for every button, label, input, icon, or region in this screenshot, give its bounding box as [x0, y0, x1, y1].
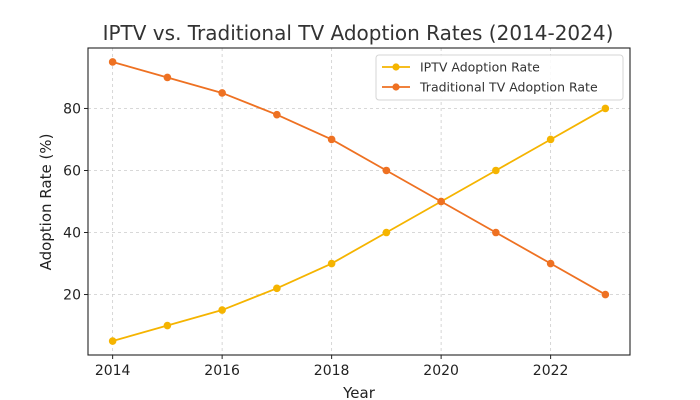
x-tick-label: 2014	[95, 363, 131, 379]
x-tick-label: 2022	[533, 363, 569, 379]
y-tick-label: 80	[63, 101, 81, 117]
data-point	[382, 228, 391, 237]
series-line	[112, 107, 606, 342]
data-point	[327, 135, 336, 144]
y-tick-label: 40	[63, 226, 81, 242]
data-point	[601, 104, 610, 113]
y-axis-label: Adoption Rate (%)	[37, 134, 55, 271]
data-point	[546, 259, 555, 268]
x-tick-label: 2018	[314, 363, 350, 379]
data-point	[546, 135, 555, 144]
legend-label: Traditional TV Adoption Rate	[419, 80, 598, 95]
x-tick-label: 2016	[204, 363, 240, 379]
y-tick-label: 20	[63, 288, 81, 304]
data-point	[218, 306, 226, 314]
data-point	[218, 89, 226, 97]
data-point	[601, 290, 610, 299]
data-point	[492, 228, 500, 237]
y-tick-label: 60	[63, 163, 81, 179]
legend-box	[375, 54, 624, 101]
x-tick-label: 2020	[423, 363, 459, 379]
series-layer	[108, 58, 610, 345]
data-point	[492, 166, 500, 175]
legend-swatch-marker	[392, 63, 400, 71]
data-point	[327, 259, 336, 268]
series-line	[112, 61, 606, 296]
data-point	[273, 284, 281, 293]
plot-frame	[87, 47, 631, 356]
series-traditional-tv	[108, 58, 610, 299]
data-point	[108, 337, 117, 345]
data-point	[163, 73, 172, 82]
series-iptv	[108, 104, 610, 345]
chart-title: IPTV vs. Traditional TV Adoption Rates (…	[103, 21, 614, 45]
grid	[88, 48, 630, 355]
data-point	[108, 58, 117, 66]
legend-swatch-marker	[392, 83, 400, 91]
data-point	[163, 321, 172, 330]
axis-ticks: 2014 2016 2018 2020 2022 20 40 60 80	[63, 101, 568, 379]
data-point	[437, 197, 445, 206]
data-point	[273, 110, 281, 119]
legend: IPTV Adoption Rate Traditional TV Adoptio…	[375, 54, 624, 101]
data-point	[382, 166, 391, 175]
legend-label: IPTV Adoption Rate	[420, 60, 540, 75]
x-axis-label: Year	[342, 384, 376, 400]
